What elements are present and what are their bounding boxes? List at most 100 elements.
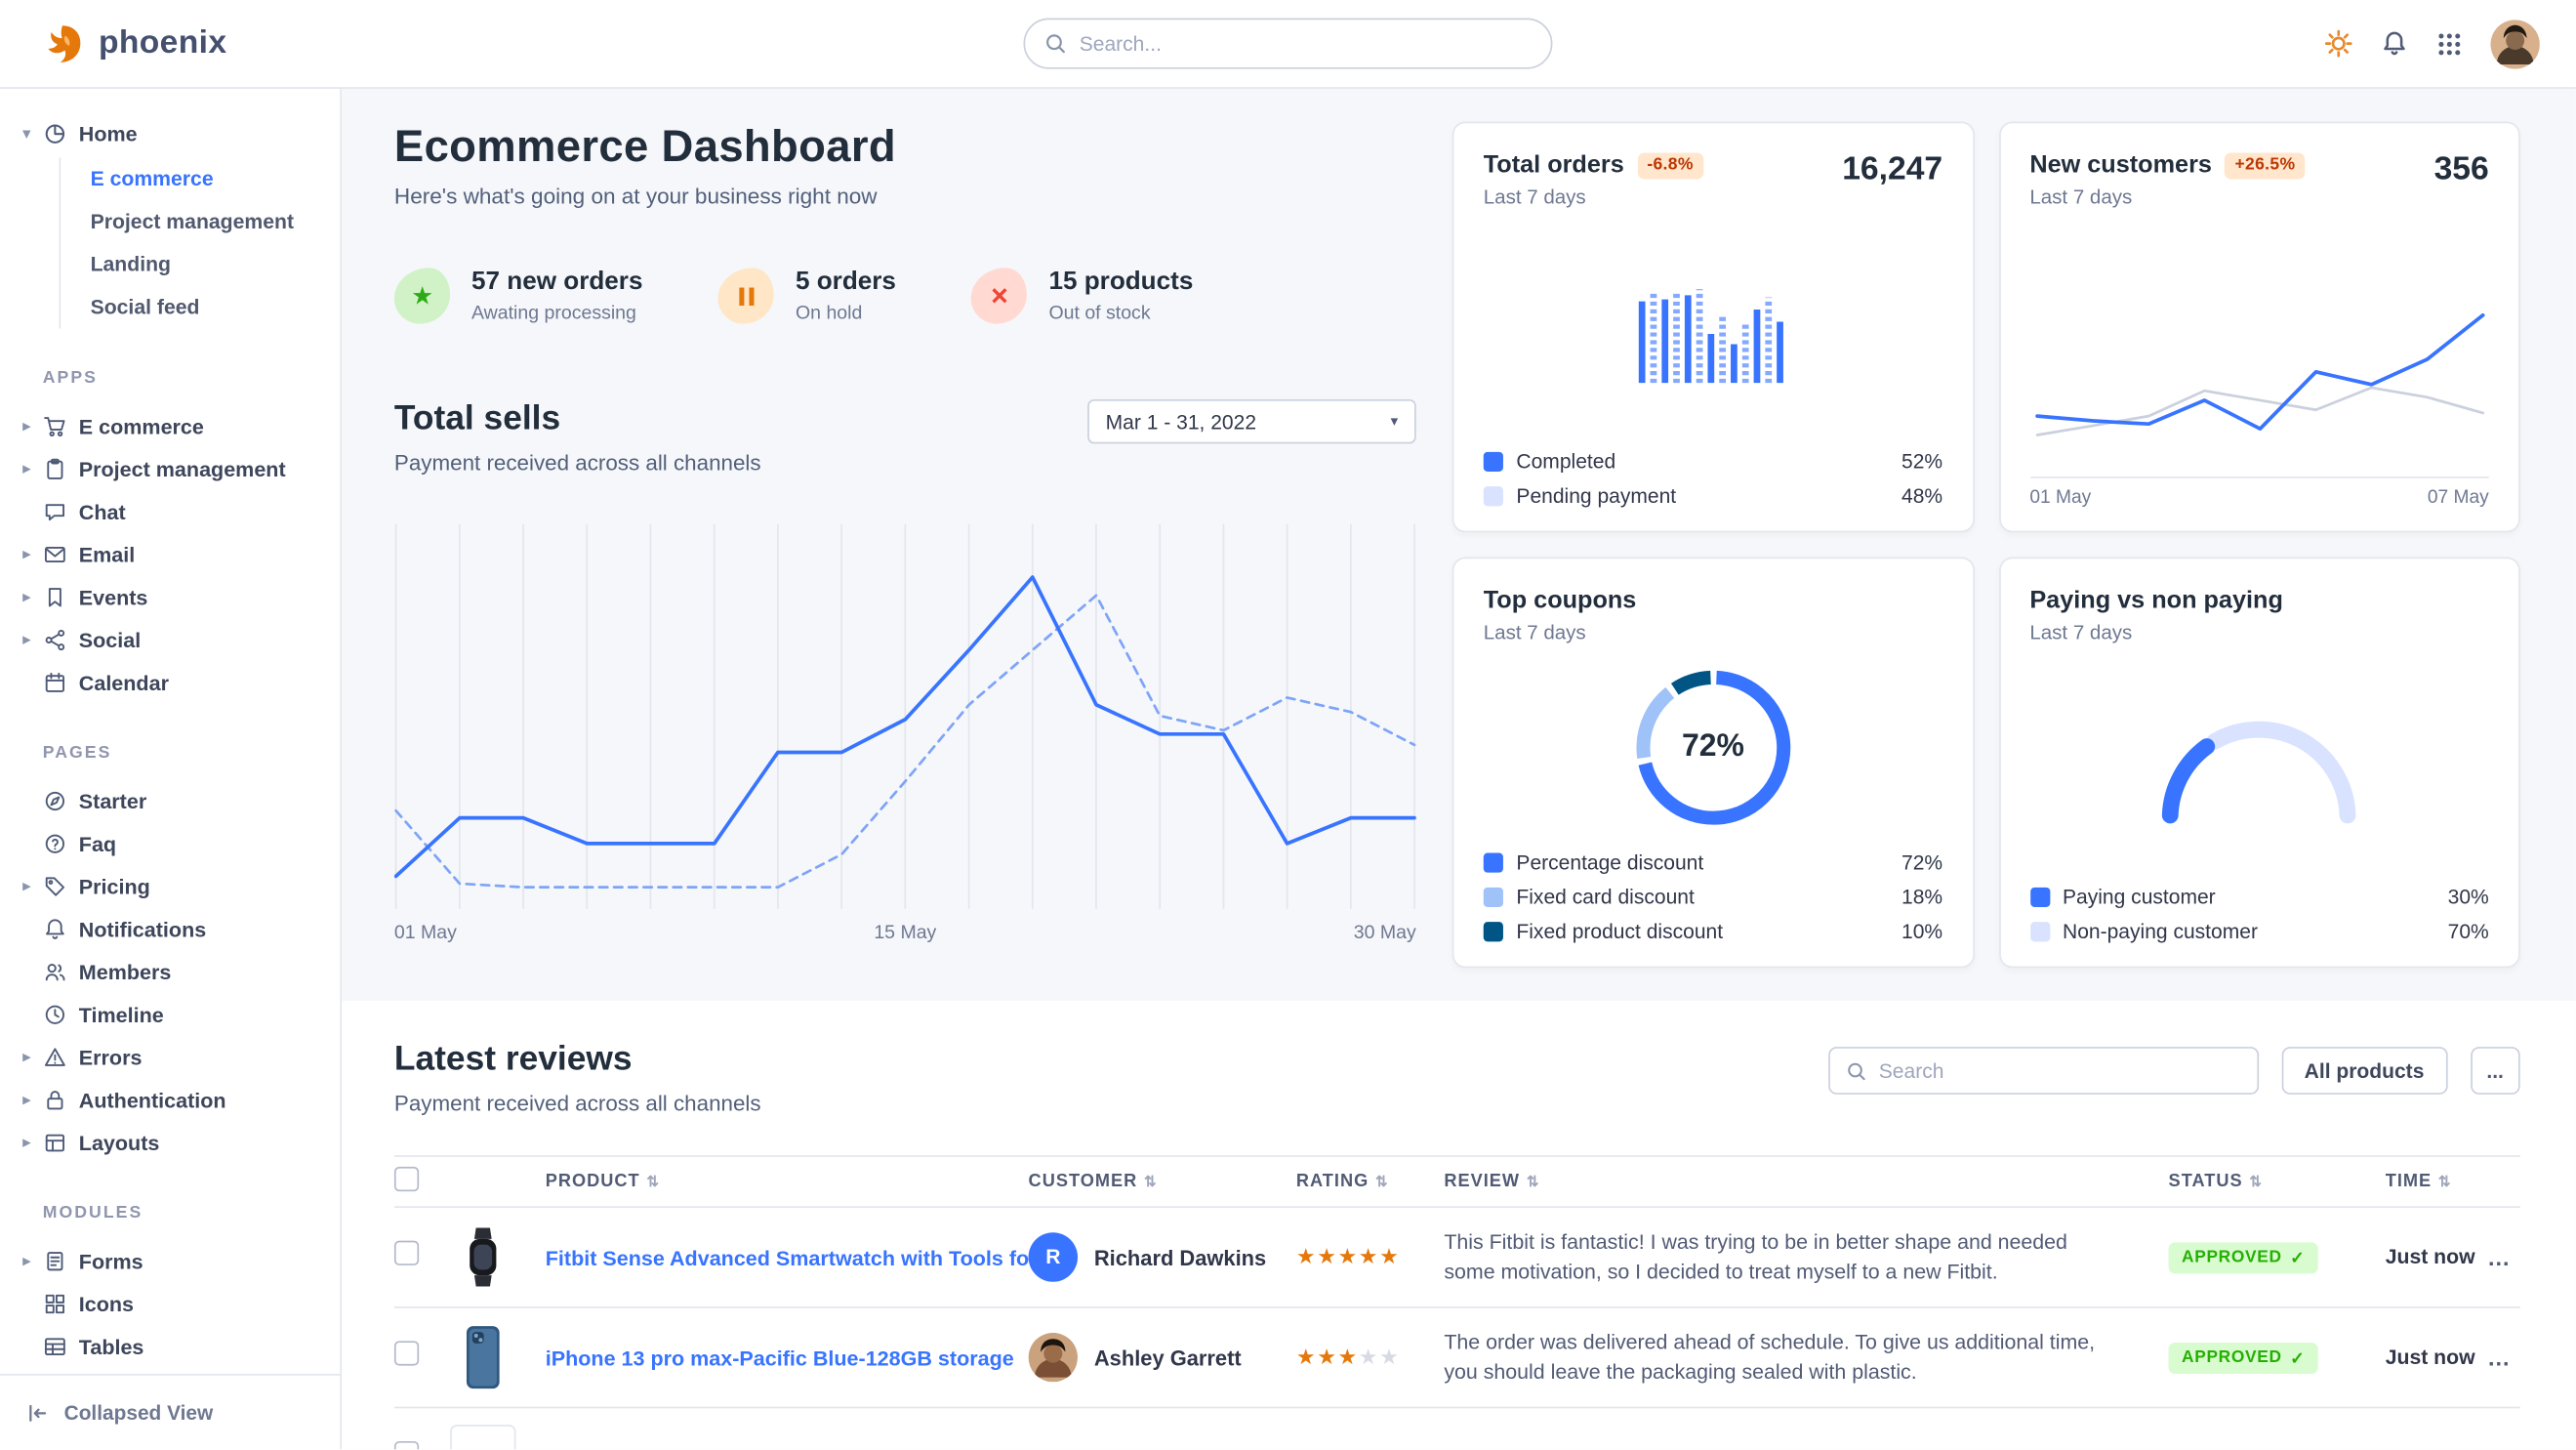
sidebar-item-chat[interactable]: Chat (0, 490, 340, 533)
collapse-icon (26, 1401, 50, 1425)
product-link[interactable]: Fitbit Sense Advanced Smartwatch with To… (545, 1244, 1029, 1270)
select-all-checkbox[interactable] (393, 1166, 420, 1192)
new-customers-chart (2034, 312, 2484, 436)
col-header-customer[interactable]: CUSTOMER ⇅ (1028, 1171, 1158, 1192)
sidebar-item-label: Faq (78, 830, 117, 856)
sidebar-item-components[interactable]: ▸ Components (0, 1367, 340, 1374)
caret-right-icon: ▸ (22, 630, 31, 647)
sidebar-item-email[interactable]: ▸ Email (0, 532, 340, 575)
sidebar-item-e-commerce[interactable]: ▸ E commerce (0, 404, 340, 447)
col-header-product[interactable]: PRODUCT ⇅ (545, 1171, 661, 1192)
brand-name: phoenix (98, 24, 227, 62)
sidebar-item-forms[interactable]: ▸ Forms (0, 1239, 340, 1282)
total-sells-subtitle: Payment received across all channels (393, 450, 761, 476)
notifications-button[interactable] (2381, 29, 2409, 58)
theme-toggle-button[interactable] (2324, 29, 2352, 58)
sidebar-item-label: Pricing (78, 873, 150, 898)
sidebar-subitem-landing[interactable]: Landing (90, 253, 171, 276)
sidebar-item-calendar[interactable]: Calendar (0, 661, 340, 704)
sidebar-item-icons[interactable]: Icons (0, 1282, 340, 1325)
sidebar-item-starter[interactable]: Starter (0, 779, 340, 822)
row-checkbox[interactable] (393, 1341, 420, 1366)
sidebar-item-notifications[interactable]: Notifications (0, 907, 340, 950)
sidebar-item-pricing[interactable]: ▸ Pricing (0, 864, 340, 907)
stat-value: 57 new orders (471, 268, 643, 296)
legend-swatch (1483, 922, 1503, 942)
stat-value: 15 products (1048, 268, 1194, 296)
card-value: 16,247 (1842, 150, 1943, 187)
legend-value: 70% (2447, 920, 2489, 944)
review-text: The order was delivered ahead of schedul… (1444, 1330, 2096, 1385)
col-header-rating[interactable]: RATING ⇅ (1295, 1171, 1389, 1192)
reviews-search-input[interactable] (1878, 1058, 2241, 1083)
global-search[interactable] (1023, 18, 1553, 69)
sidebar-item-label: Starter (78, 787, 147, 813)
sidebar-item-social[interactable]: ▸ Social (0, 618, 340, 661)
sidebar-item-label: Tables (78, 1333, 144, 1358)
sidebar-item-events[interactable]: ▸ Events (0, 575, 340, 618)
sidebar-item-members[interactable]: Members (0, 950, 340, 993)
collapsed-view-button[interactable]: Collapsed View (0, 1373, 341, 1449)
share-icon (43, 627, 79, 651)
apps-menu-button[interactable] (2436, 30, 2463, 57)
mail-icon (43, 542, 79, 566)
customer-name: Richard Dawkins (1093, 1244, 1267, 1270)
col-header-status[interactable]: STATUS ⇅ (2168, 1171, 2264, 1192)
reviews-actions-button[interactable]: ... (2470, 1047, 2520, 1095)
col-header-time[interactable]: TIME ⇅ (2385, 1171, 2452, 1192)
date-range-select[interactable]: Mar 1 - 31, 2022 ▾ (1087, 398, 1416, 444)
sidebar-item-timeline[interactable]: Timeline (0, 993, 340, 1036)
change-badge: +26.5% (2225, 151, 2306, 179)
sidebar-subitem-social-feed[interactable]: Social feed (90, 295, 200, 319)
stat-label: Awating processing (471, 302, 636, 324)
all-products-button[interactable]: All products (2281, 1047, 2447, 1095)
lock-icon (43, 1087, 79, 1111)
total-sells-x-axis: 01 May 15 May 30 May (394, 922, 1416, 943)
row-checkbox[interactable] (393, 1240, 420, 1265)
sidebar-item-authentication[interactable]: ▸ Authentication (0, 1078, 340, 1121)
sidebar-item-home[interactable]: ▾ Home (0, 111, 340, 154)
row-checkbox[interactable] (393, 1440, 420, 1450)
grid4-icon (43, 1291, 79, 1315)
product-image (450, 1224, 515, 1290)
customer-name: Ashley Garrett (1093, 1345, 1242, 1370)
user-avatar[interactable] (2490, 19, 2540, 68)
legend-item: Pending payment 48% (1483, 484, 1942, 508)
search-input[interactable] (1079, 31, 1532, 56)
product-link[interactable]: iPhone 13 pro max-Pacific Blue-128GB sto… (545, 1345, 1014, 1370)
warning-icon (43, 1045, 79, 1069)
users-icon (43, 959, 79, 983)
legend-swatch (2029, 887, 2050, 908)
sidebar-subitem-project-management[interactable]: Project management (90, 210, 295, 233)
total-orders-card: Total orders -6.8% Last 7 days 16,247 Co… (1452, 121, 1975, 533)
top-coupons-legend: Percentage discount 72% Fixed card disco… (1483, 851, 1942, 943)
stat-item-on-hold: 5 orders On hold (717, 268, 896, 324)
brand-logo[interactable]: phoenix (39, 21, 226, 66)
col-header-review[interactable]: REVIEW ⇅ (1444, 1171, 1540, 1192)
sidebar-item-label: Notifications (78, 916, 207, 941)
sidebar-item-faq[interactable]: Faq (0, 822, 340, 865)
stat-item-awating-processing: ★ 57 new orders Awating processing (393, 268, 643, 324)
legend-item: Completed 52% (1483, 450, 1942, 474)
x-label: 01 May (393, 922, 457, 944)
reviews-search[interactable] (1827, 1047, 2259, 1095)
collapsed-view-label: Collapsed View (63, 1400, 214, 1425)
customer-avatar: R (1028, 1232, 1079, 1282)
sidebar-item-project-management[interactable]: ▸ Project management (0, 447, 340, 490)
sidebar-subitem-e-commerce[interactable]: E commerce (90, 167, 214, 191)
caret-right-icon: ▸ (22, 1251, 31, 1268)
cart-icon (43, 413, 79, 437)
time-cell: Just now (2385, 1245, 2475, 1269)
compass-icon (43, 788, 79, 812)
sidebar-item-layouts[interactable]: ▸ Layouts (0, 1121, 340, 1164)
sidebar-item-errors[interactable]: ▸ Errors (0, 1035, 340, 1078)
search-icon (1846, 1060, 1865, 1080)
caret-right-icon: ▸ (22, 1133, 31, 1150)
legend-item: Paying customer 30% (2029, 886, 2489, 909)
star-icon: ★ (1317, 1244, 1338, 1269)
row-actions-button[interactable]: … (2487, 1344, 2511, 1371)
x-label: 01 May (2029, 487, 2092, 509)
tag-icon (43, 874, 79, 898)
sidebar-item-tables[interactable]: Tables (0, 1324, 340, 1367)
row-actions-button[interactable]: … (2487, 1244, 2511, 1270)
